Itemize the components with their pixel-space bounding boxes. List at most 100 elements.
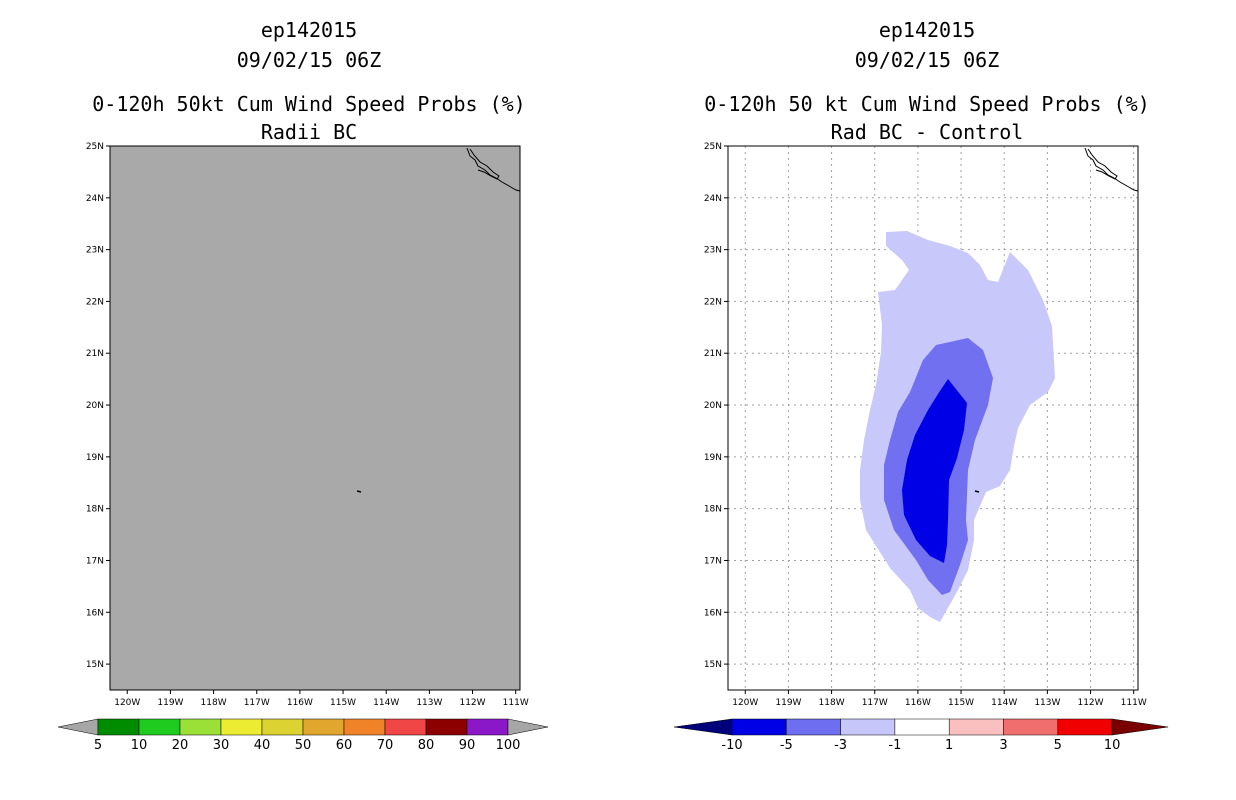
left-lat-label: 23N xyxy=(86,246,104,256)
left-colorbar-swatch xyxy=(97,718,140,736)
left-lon-label: 112W xyxy=(459,698,485,708)
right-lat-label: 16N xyxy=(704,608,722,618)
left-colorbar-label: 70 xyxy=(377,738,394,753)
left-colorbar-end-low xyxy=(57,718,99,736)
left-colorbar-label: 5 xyxy=(94,738,102,753)
left-lon-label: 111W xyxy=(503,698,529,708)
right-lon-label: 114W xyxy=(991,698,1017,708)
right-colorbar-label: 3 xyxy=(999,738,1007,753)
right-lat-label: 22N xyxy=(704,297,722,307)
left-lon-label: 117W xyxy=(244,698,270,708)
left-colorbar-swatch xyxy=(138,718,181,736)
left-lon-label: 115W xyxy=(330,698,356,708)
right-colorbar-swatch xyxy=(1003,718,1059,736)
left-colorbar-swatch xyxy=(220,718,263,736)
left-lat-label: 21N xyxy=(86,349,104,359)
left-colorbar-swatch xyxy=(384,718,427,736)
right-colorbar-end-low xyxy=(673,718,733,736)
left-lat-label: 17N xyxy=(86,556,104,566)
left-datetime: 09/02/15 06Z xyxy=(236,48,382,72)
right-lon-label: 113W xyxy=(1034,698,1060,708)
left-lat-label: 22N xyxy=(86,297,104,307)
left-subtitle: Radii BC xyxy=(260,120,358,144)
left-colorbar-label: 20 xyxy=(172,738,189,753)
right-colorbar-label: -10 xyxy=(721,738,742,753)
left-colorbar-swatch xyxy=(179,718,222,736)
left-colorbar-label: 90 xyxy=(459,738,476,753)
left-map-area xyxy=(109,145,521,691)
left-lat-label: 24N xyxy=(86,194,104,204)
left-storm-id: ep142015 xyxy=(260,18,358,42)
right-lon-label: 120W xyxy=(732,698,758,708)
left-lat-label: 16N xyxy=(86,608,104,618)
right-lon-label: 119W xyxy=(775,698,801,708)
right-map-figure: 25N 24N 23N 22N 21N 20N 19N 18N 17N 16N 15N 120W 119… xyxy=(673,142,1169,753)
left-map-figure: 25N 24N 23N 22N 21N 20N 19N 18N 17N 16N 15N 120W 119… xyxy=(57,142,549,753)
right-colorbar-swatch xyxy=(1057,718,1113,736)
left-colorbar-label: 80 xyxy=(418,738,435,753)
left-colorbar-label: 10 xyxy=(131,738,148,753)
right-coastline-inner xyxy=(1087,148,1118,180)
right-lat-label: 20N xyxy=(704,401,722,411)
right-panel: ep142015 09/02/15 06Z 0-120h 50 kt Cum W… xyxy=(618,0,1236,800)
right-colorbar-label: 10 xyxy=(1104,738,1121,753)
left-panel: ep142015 09/02/15 06Z 0-120h 50kt Cum Wi… xyxy=(57,18,549,753)
right-colorbar-label: -3 xyxy=(834,738,847,753)
left-colorbar-swatch xyxy=(302,718,345,736)
left-colorbar-label: 50 xyxy=(295,738,312,753)
left-lon-label: 114W xyxy=(373,698,399,708)
left-lon-label: 120W xyxy=(114,698,140,708)
right-lon-label: 111W xyxy=(1121,698,1147,708)
left-colorbar-label: 30 xyxy=(213,738,230,753)
right-lat-label: 19N xyxy=(704,453,722,463)
right-colorbar-swatch xyxy=(731,718,787,736)
right-lon-label: 116W xyxy=(905,698,931,708)
left-lat-label: 15N xyxy=(86,660,104,670)
left-lat-label: 19N xyxy=(86,453,104,463)
right-colorbar-swatch xyxy=(948,718,1004,736)
left-coastline-inner xyxy=(469,148,500,180)
right-colorbar-label: -5 xyxy=(780,738,793,753)
right-lat-label: 24N xyxy=(704,194,722,204)
right-storm-id: ep142015 xyxy=(878,18,976,42)
right-colorbar-label: -1 xyxy=(888,738,901,753)
left-product-title: 0-120h 50kt Cum Wind Speed Probs (%) xyxy=(92,92,526,116)
contour-below-minus-5 xyxy=(902,379,967,563)
left-colorbar-label: 40 xyxy=(254,738,271,753)
right-product-title: 0-120h 50 kt Cum Wind Speed Probs (%) xyxy=(704,92,1150,116)
left-colorbar-label: 60 xyxy=(336,738,353,753)
right-lat-label: 17N xyxy=(704,556,722,566)
right-lon-label: 118W xyxy=(819,698,845,708)
left-lat-label: 25N xyxy=(86,142,104,152)
right-colorbar-end-high xyxy=(1111,718,1169,736)
right-lat-label: 23N xyxy=(704,246,722,256)
right-lon-label: 115W xyxy=(948,698,974,708)
right-lat-label: 21N xyxy=(704,349,722,359)
left-lat-label: 20N xyxy=(86,401,104,411)
right-colorbar-label: 5 xyxy=(1054,738,1062,753)
left-lat-label: 18N xyxy=(86,505,104,515)
right-lon-label: 112W xyxy=(1077,698,1103,708)
right-datetime: 09/02/15 06Z xyxy=(854,48,1000,72)
right-island xyxy=(974,490,980,493)
left-colorbar-swatch xyxy=(425,718,468,736)
right-lon-label: 117W xyxy=(862,698,888,708)
left-lon-label: 113W xyxy=(416,698,442,708)
left-lon-label: 118W xyxy=(201,698,227,708)
left-colorbar-swatch xyxy=(343,718,386,736)
right-colorbar-label: 1 xyxy=(945,738,953,753)
right-lat-label: 25N xyxy=(704,142,722,152)
right-colorbar-swatch xyxy=(894,718,950,736)
left-colorbar-swatch xyxy=(466,718,509,736)
right-colorbar-swatch xyxy=(786,718,841,736)
right-lat-label: 15N xyxy=(704,660,722,670)
left-lon-label: 116W xyxy=(287,698,313,708)
right-map-frame xyxy=(727,145,1139,691)
right-colorbar-swatch xyxy=(840,718,896,736)
left-island xyxy=(356,490,362,493)
left-colorbar-end-high xyxy=(507,718,549,736)
left-lon-label: 119W xyxy=(157,698,183,708)
right-lat-label: 18N xyxy=(704,505,722,515)
left-colorbar-label: 100 xyxy=(496,738,521,753)
left-colorbar-swatch xyxy=(261,718,304,736)
